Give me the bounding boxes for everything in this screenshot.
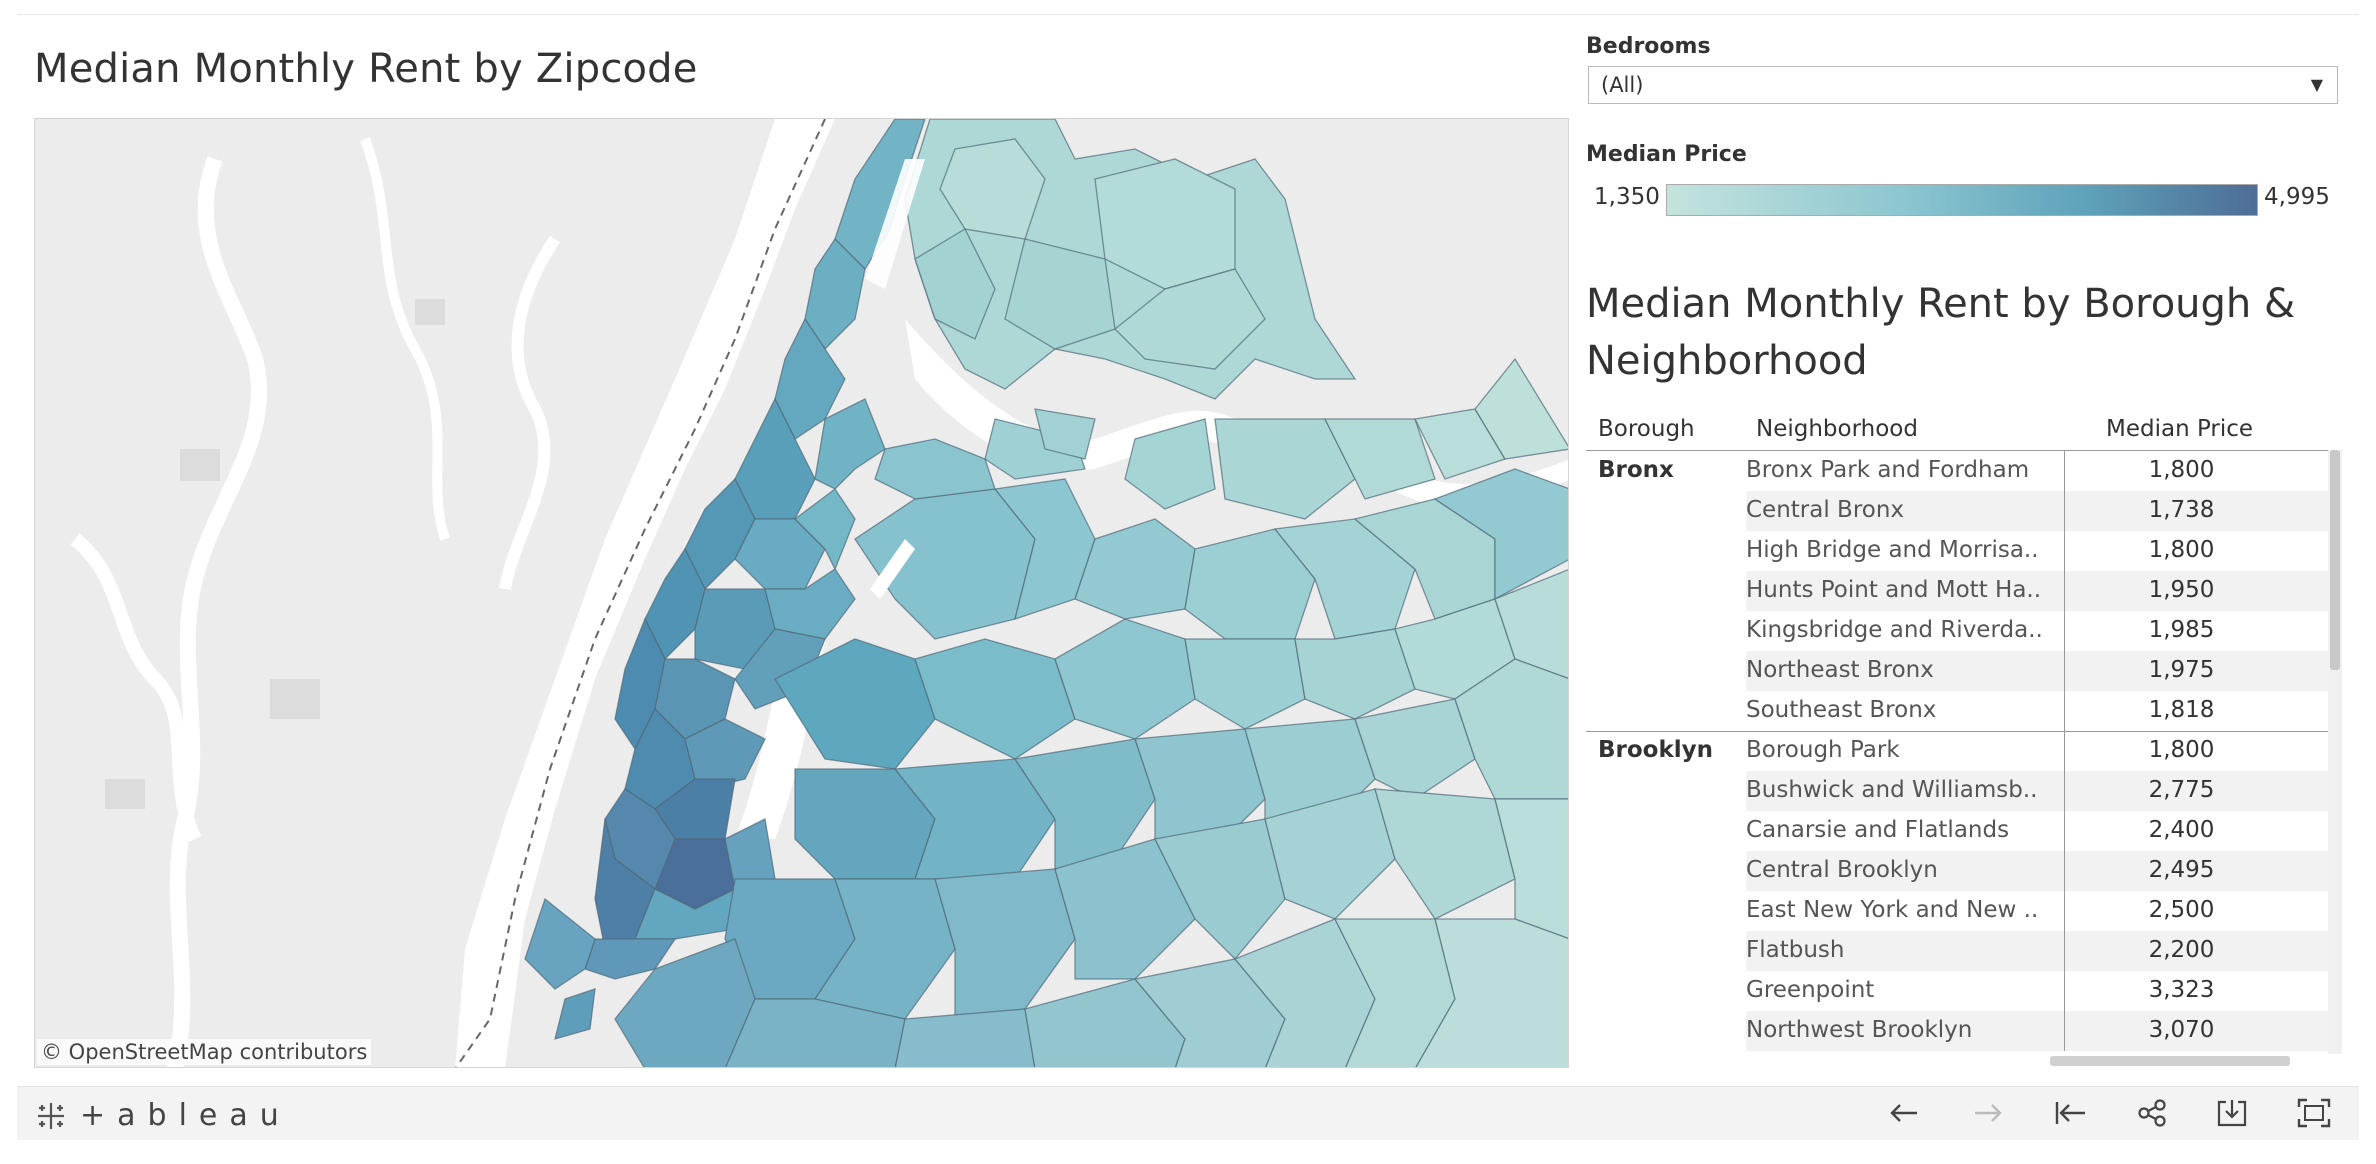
bedrooms-filter-label: Bedrooms	[1586, 34, 1711, 59]
median-price-cell-wrap: 1,950	[2064, 571, 2328, 611]
neighborhood-cell: Northeast Bronx	[1746, 651, 2064, 691]
neighborhood-cell: Bushwick and Williamsb..	[1746, 771, 2064, 811]
tableau-wordmark: +ableau	[80, 1098, 291, 1133]
neighborhood-cell: Hunts Point and Mott Ha..	[1746, 571, 2064, 611]
download-icon	[2217, 1100, 2247, 1127]
share-icon	[2138, 1099, 2166, 1127]
legend-title: Median Price	[1586, 142, 1747, 167]
legend-max-value: 4,995	[2264, 184, 2330, 210]
median-price-cell-wrap: 2,495	[2064, 851, 2328, 891]
median-price-cell: 2,495	[2148, 857, 2215, 883]
column-header-neighborhood[interactable]: Neighborhood	[1756, 416, 1918, 442]
table-row[interactable]: Brooklyn Borough Park 1,800	[1586, 731, 2328, 771]
median-price-cell: 3,070	[2148, 1017, 2215, 1043]
borough-group-separator	[1586, 731, 2328, 732]
median-price-cell: 1,800	[2148, 537, 2215, 563]
median-price-cell: 2,775	[2148, 777, 2215, 803]
share-button[interactable]	[2130, 1094, 2174, 1132]
median-price-cell: 2,400	[2148, 817, 2215, 843]
median-price-cell: 2,500	[2148, 897, 2215, 923]
median-price-cell: 1,985	[2148, 617, 2215, 643]
median-price-cell-wrap: 2,775	[2064, 771, 2328, 811]
undo-icon	[1890, 1104, 1917, 1122]
table-row[interactable]: East New York and New .. 2,500	[1586, 891, 2328, 931]
median-price-cell-wrap: 1,800	[2064, 531, 2328, 571]
table-row[interactable]: Flatbush 2,200	[1586, 931, 2328, 971]
median-price-cell-wrap: 1,985	[2064, 611, 2328, 651]
zipcode-map[interactable]: © OpenStreetMap contributors	[34, 118, 1569, 1068]
neighborhood-cell: Central Bronx	[1746, 491, 2064, 531]
median-price-cell: 1,800	[2148, 457, 2215, 483]
table-horizontal-scroll-thumb[interactable]	[2050, 1056, 2290, 1066]
undo-button[interactable]	[1882, 1094, 1926, 1132]
median-price-cell-wrap: 3,070	[2064, 1011, 2328, 1051]
table-row[interactable]: Central Bronx 1,738	[1586, 491, 2328, 531]
neighborhood-cell: Flatbush	[1746, 931, 2064, 971]
redo-button[interactable]	[1966, 1094, 2010, 1132]
borough-cell: Bronx	[1598, 457, 1674, 483]
rent-table[interactable]: Bronx Bronx Park and Fordham 1,800 Central …	[1586, 450, 2328, 1054]
median-price-cell: 1,950	[2148, 577, 2215, 603]
table-row[interactable]: High Bridge and Morrisa.. 1,800	[1586, 531, 2328, 571]
table-row[interactable]: Bushwick and Williamsb.. 2,775	[1586, 771, 2328, 811]
neighborhood-cell: East New York and New ..	[1746, 897, 2039, 923]
map-title: Median Monthly Rent by Zipcode	[34, 46, 698, 92]
fullscreen-icon	[2297, 1098, 2331, 1128]
table-row[interactable]: Southeast Bronx 1,818	[1586, 691, 2328, 731]
table-row[interactable]: Kingsbridge and Riverda.. 1,985	[1586, 611, 2328, 651]
neighborhood-cell: High Bridge and Morrisa..	[1746, 537, 2039, 563]
bedrooms-filter-select[interactable]: (All) ▼	[1588, 66, 2338, 104]
tableau-logo-icon	[38, 1102, 64, 1129]
revert-button[interactable]	[2048, 1094, 2092, 1132]
table-row[interactable]: Greenpoint 3,323	[1586, 971, 2328, 1011]
redo-icon	[1975, 1104, 2002, 1122]
neighborhood-cell: Bronx Park and Fordham	[1746, 457, 2030, 483]
borough-cell: Brooklyn	[1598, 737, 1714, 763]
neighborhood-cell: Borough Park	[1746, 737, 1900, 763]
table-row[interactable]: Hunts Point and Mott Ha.. 1,950	[1586, 571, 2328, 611]
tableau-logo[interactable]: +ableau	[34, 1098, 291, 1133]
neighborhood-cell: Southeast Bronx	[1746, 697, 1937, 723]
table-row[interactable]: Central Brooklyn 2,495	[1586, 851, 2328, 891]
download-button[interactable]	[2210, 1094, 2254, 1132]
table-row[interactable]: Canarsie and Flatlands 2,400	[1586, 811, 2328, 851]
table-row[interactable]: Bronx Bronx Park and Fordham 1,800	[1586, 451, 2328, 491]
median-price-cell-wrap: 1,800	[2064, 731, 2328, 771]
color-legend-bar	[1666, 184, 2258, 216]
bedrooms-filter-value: (All)	[1601, 73, 1644, 97]
column-header-median-price[interactable]: Median Price	[2106, 416, 2254, 442]
median-price-cell: 1,975	[2148, 657, 2215, 683]
median-price-cell-wrap: 1,975	[2064, 651, 2328, 691]
osm-credit[interactable]: © OpenStreetMap contributors	[37, 1039, 372, 1065]
column-header-borough[interactable]: Borough	[1598, 416, 1695, 442]
table-scroll-thumb[interactable]	[2330, 450, 2340, 670]
table-row[interactable]: Northeast Bronx 1,975	[1586, 651, 2328, 691]
map-canvas[interactable]	[35, 119, 1569, 1068]
chevron-down-icon[interactable]: ▼	[2310, 75, 2323, 94]
fullscreen-button[interactable]	[2292, 1094, 2336, 1132]
median-price-cell: 1,800	[2148, 737, 2215, 763]
median-price-cell-wrap: 1,738	[2064, 491, 2328, 531]
revert-icon	[2055, 1102, 2085, 1124]
median-price-cell-wrap: 1,818	[2064, 691, 2328, 731]
neighborhood-cell: Kingsbridge and Riverda..	[1746, 617, 2043, 643]
neighborhood-cell: Canarsie and Flatlands	[1746, 817, 2010, 843]
median-price-cell: 1,818	[2148, 697, 2215, 723]
median-price-cell: 3,323	[2148, 977, 2215, 1003]
legend-min-value: 1,350	[1594, 184, 1660, 210]
median-price-cell-wrap: 2,400	[2064, 811, 2328, 851]
median-price-cell-wrap: 1,800	[2064, 451, 2328, 491]
tableau-toolbar	[17, 1086, 2359, 1140]
table-title: Median Monthly Rent by Borough & Neighbo…	[1586, 281, 2296, 384]
neighborhood-cell: Northwest Brooklyn	[1746, 1011, 2064, 1051]
median-price-cell-wrap: 3,323	[2064, 971, 2328, 1011]
table-row[interactable]: Northwest Brooklyn 3,070	[1586, 1011, 2328, 1051]
neighborhood-cell: Central Brooklyn	[1746, 851, 2064, 891]
median-price-cell-wrap: 2,500	[2064, 891, 2328, 931]
median-price-cell-wrap: 2,200	[2064, 931, 2328, 971]
median-price-cell: 1,738	[2148, 497, 2215, 523]
neighborhood-cell: Greenpoint	[1746, 977, 1875, 1003]
median-price-cell: 2,200	[2148, 937, 2215, 963]
